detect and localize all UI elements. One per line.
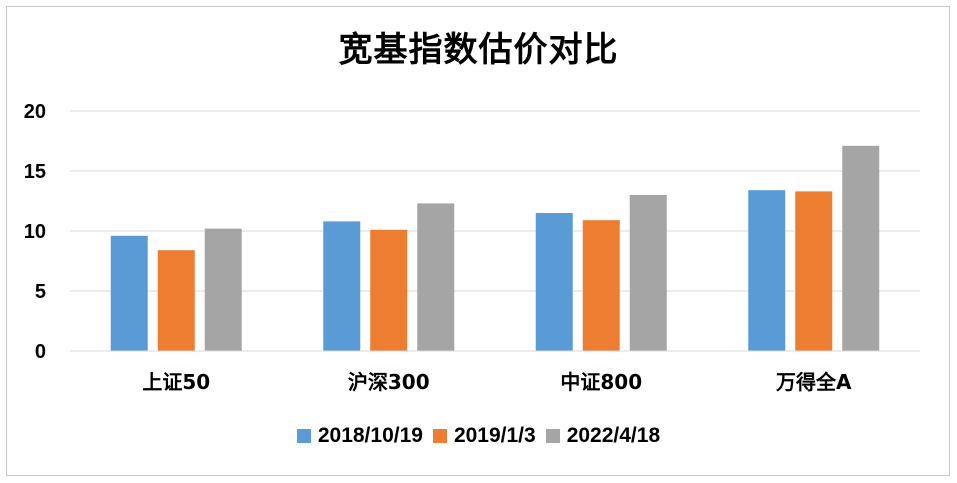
y-tick-label: 15: [24, 161, 46, 183]
legend-swatch: [432, 429, 447, 443]
bar: [795, 191, 833, 351]
bar: [323, 221, 361, 351]
bar: [535, 213, 573, 351]
legend-label: 2022/4/18: [566, 424, 661, 447]
y-tick-label: 5: [35, 281, 46, 303]
legend-item: 2019/1/3: [432, 424, 536, 448]
y-tick-label: 20: [24, 101, 46, 123]
legend: 2018/10/19 2019/1/3 2022/4/18: [0, 424, 957, 448]
bar: [842, 145, 880, 351]
chart-frame: [6, 6, 950, 476]
legend-swatch: [545, 429, 560, 443]
bar: [157, 250, 195, 351]
y-tick-label: 10: [24, 221, 46, 243]
y-tick-label: 0: [35, 341, 46, 363]
legend-label: 2018/10/19: [317, 424, 423, 447]
x-tick-label: 中证800: [560, 370, 642, 394]
legend-item: 2022/4/18: [545, 424, 661, 448]
legend-label: 2019/1/3: [453, 424, 536, 447]
bar: [629, 195, 667, 351]
x-tick-label: 沪深300: [348, 370, 430, 394]
bar: [748, 190, 786, 351]
x-tick-label: 万得全A: [775, 370, 852, 394]
x-tick-label: 上证50: [142, 370, 210, 394]
chart-title: 宽基指数估价对比: [338, 30, 619, 70]
bar: [110, 235, 148, 351]
legend-swatch: [296, 429, 311, 443]
bar: [582, 220, 620, 351]
bar: [204, 228, 242, 351]
bar: [370, 229, 408, 351]
legend-item: 2018/10/19: [296, 424, 423, 448]
bar: [417, 203, 455, 351]
